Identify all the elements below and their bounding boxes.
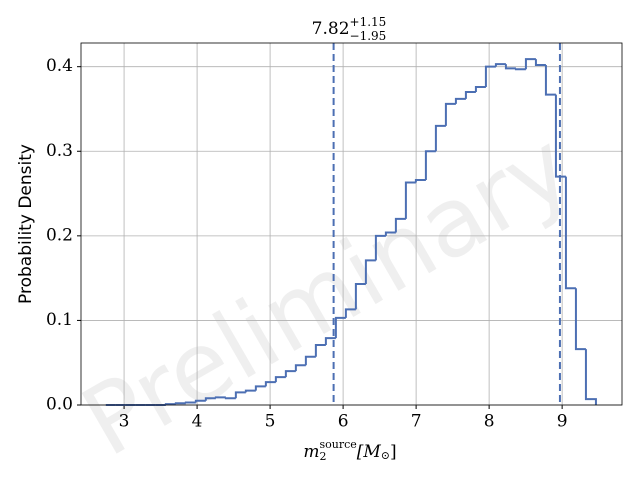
- y-tick-label: 0.2: [46, 225, 73, 245]
- x-tick-label: 7: [411, 412, 422, 432]
- histogram-bar: [434, 124, 446, 152]
- histogram-bar: [254, 385, 266, 391]
- histogram-bar: [554, 94, 566, 178]
- histogram-bar: [354, 283, 366, 310]
- histogram-bar: [214, 396, 226, 399]
- y-tick-label: 0.3: [46, 141, 73, 161]
- histogram-bar: [344, 308, 356, 318]
- x-label-unit-sub: ⊙: [381, 449, 390, 462]
- x-label-close: ]: [390, 442, 397, 462]
- histogram-bar: [364, 259, 376, 285]
- histogram-bar: [564, 176, 576, 290]
- histogram-bar: [534, 59, 546, 66]
- watermark: Preliminary: [64, 110, 589, 478]
- histogram-bar: [294, 364, 306, 372]
- histogram-bar: [334, 316, 346, 339]
- histogram-bar: [394, 217, 406, 233]
- histogram-bar: [494, 63, 506, 67]
- histogram-bar: [454, 97, 466, 104]
- x-label-sub: 2: [319, 450, 326, 463]
- histogram-bar: [304, 355, 316, 366]
- histogram-bar: [314, 343, 326, 357]
- histogram-bar: [404, 181, 416, 219]
- histogram-bar: [414, 179, 426, 183]
- histogram-bar: [194, 399, 206, 403]
- histogram-bar: [424, 150, 436, 181]
- annotation: 7.82+1.15 −1.95: [312, 15, 387, 43]
- histogram-bar: [514, 68, 526, 71]
- y-axis-label: Probability Density: [16, 144, 36, 304]
- histogram-bar: [444, 102, 456, 126]
- histogram-bar: [544, 64, 556, 96]
- histogram-bar: [584, 349, 597, 405]
- x-label-open: [M: [357, 442, 382, 462]
- histogram-bar: [574, 288, 586, 351]
- histogram-bar: [244, 389, 256, 393]
- histogram-bar: [234, 391, 246, 399]
- histogram-bar: [264, 381, 276, 387]
- histogram-bar: [384, 231, 396, 236]
- histogram-bar: [204, 397, 216, 401]
- y-tick-label: 0.1: [46, 310, 73, 330]
- annotation-value: 7.82: [312, 19, 350, 39]
- x-label-base: m: [303, 442, 319, 462]
- histogram-bar: [324, 337, 336, 345]
- histogram-bar: [274, 376, 286, 383]
- histogram-bar: [184, 401, 196, 404]
- histogram-bar: [174, 402, 186, 405]
- histogram-bar: [284, 370, 296, 378]
- x-tick-label: 3: [119, 412, 130, 432]
- y-tick-label: 0.4: [46, 56, 73, 76]
- x-axis-label: msource 2 [M⊙]: [303, 438, 396, 463]
- histogram-bar: [474, 85, 486, 93]
- histogram-bar: [504, 64, 516, 70]
- x-tick-label: 9: [557, 412, 568, 432]
- annotation-plus: +1.15: [350, 15, 387, 29]
- x-tick-label: 5: [265, 412, 276, 432]
- histogram-bar: [374, 234, 386, 261]
- y-tick-label: 0.0: [46, 395, 73, 415]
- histogram-bar: [464, 91, 476, 99]
- plot-frame: [80, 42, 623, 406]
- x-tick-label: 6: [338, 412, 349, 432]
- histogram-bar: [524, 58, 536, 70]
- x-tick-label: 4: [192, 412, 203, 432]
- histogram-bar: [484, 65, 496, 87]
- histogram-bar: [224, 397, 236, 400]
- annotation-minus: −1.95: [350, 29, 387, 43]
- x-label-sup: source: [319, 438, 356, 451]
- x-tick-label: 8: [484, 412, 495, 432]
